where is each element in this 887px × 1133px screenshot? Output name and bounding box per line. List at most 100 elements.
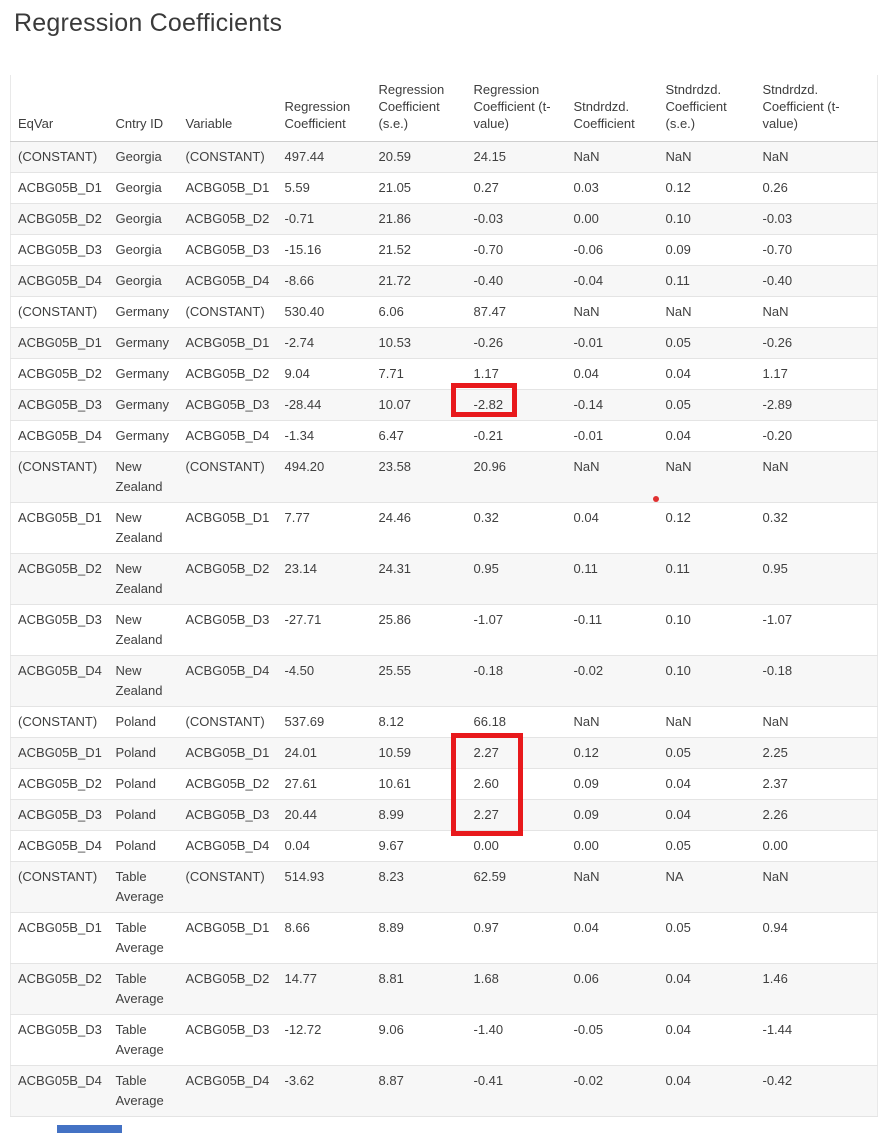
table-cell: 530.40 [277,296,372,328]
table-cell: 0.05 [658,737,756,769]
table-cell: ACBG05B_D4 [10,420,109,452]
table-cell: Georgia [108,172,179,204]
table-cell: (CONSTANT) [10,451,109,503]
table-cell: ACBG05B_D3 [10,799,109,831]
table-row: ACBG05B_D3 Table Average ACBG05B_D3 -12.72 9… [10,1014,878,1066]
table-cell: 0.04 [566,912,659,964]
table-cell: NaN [658,296,756,328]
table-row: ACBG05B_D4 Georgia ACBG05B_D4 -8.66 21.72 -0.… [10,265,878,297]
table-cell: ACBG05B_D3 [178,604,278,656]
table-row: ACBG05B_D2 New Zealand ACBG05B_D2 23.14 24.3… [10,553,878,605]
table-row: (CONSTANT) New Zealand (CONSTANT) 494.20 23.… [10,451,878,503]
table-row: ACBG05B_D1 Table Average ACBG05B_D1 8.66 8.8… [10,912,878,964]
table-cell: Germany [108,358,179,390]
table-cell: ACBG05B_D2 [10,768,109,800]
table-cell: 24.46 [371,502,467,554]
table-cell: 21.86 [371,203,467,235]
table-cell: -0.14 [566,389,659,421]
table-cell: ACBG05B_D3 [178,1014,278,1066]
table-cell: ACBG05B_D4 [10,265,109,297]
table-cell: 0.04 [658,768,756,800]
table-cell: (CONSTANT) [178,861,278,913]
column-header: Stndrdzd. Coefficient [566,75,659,142]
table-cell: ACBG05B_D4 [178,420,278,452]
table-cell: Poland [108,830,179,862]
table-cell: ACBG05B_D4 [10,655,109,707]
table-cell: -2.74 [277,327,372,359]
column-header: Regression Coefficient (s.e.) [371,75,467,142]
table-cell: New Zealand [108,451,179,503]
table-cell: -0.18 [466,655,567,707]
table-row: ACBG05B_D1 Georgia ACBG05B_D1 5.59 21.05 0.27… [10,172,878,204]
table-cell: NaN [755,706,878,738]
table-cell: 0.12 [658,172,756,204]
table-cell: 0.09 [566,768,659,800]
table-cell: 0.04 [566,502,659,554]
table-cell: -4.50 [277,655,372,707]
table-cell: Table Average [108,963,179,1015]
table-cell: 1.46 [755,963,878,1015]
column-header: EqVar [10,75,109,142]
table-cell: New Zealand [108,553,179,605]
table-cell: 25.86 [371,604,467,656]
table-cell: -0.20 [755,420,878,452]
table-cell: NaN [755,451,878,503]
table-cell: 87.47 [466,296,567,328]
table-cell: 8.23 [371,861,467,913]
table-row: ACBG05B_D2 Table Average ACBG05B_D2 14.77 8.… [10,963,878,1015]
table-cell: 23.14 [277,553,372,605]
table-cell: ACBG05B_D1 [10,912,109,964]
table-cell: 0.04 [658,1065,756,1117]
table-cell: NaN [566,141,659,173]
red-dot-annotation [653,496,659,502]
table-cell: -0.06 [566,234,659,266]
table-cell: Germany [108,420,179,452]
table-cell: Germany [108,296,179,328]
table-cell: 0.10 [658,604,756,656]
table-cell: Georgia [108,203,179,235]
table-cell: ACBG05B_D3 [10,389,109,421]
table-cell: 20.59 [371,141,467,173]
table-cell: New Zealand [108,502,179,554]
column-header: Regression Coefficient (t-value) [466,75,567,142]
table-cell: 2.37 [755,768,878,800]
table-cell: ACBG05B_D1 [10,737,109,769]
table-cell: 2.60 [466,768,567,800]
table-cell: 0.12 [658,502,756,554]
table-row: ACBG05B_D4 Germany ACBG05B_D4 -1.34 6.47 -0.2… [10,420,878,452]
table-row: ACBG05B_D1 Poland ACBG05B_D1 24.01 10.59 2.27… [10,737,878,769]
table-cell: Table Average [108,1065,179,1117]
table-cell: 6.06 [371,296,467,328]
table-row: ACBG05B_D3 New Zealand ACBG05B_D3 -27.71 25.… [10,604,878,656]
table-cell: Table Average [108,861,179,913]
table-cell: 0.05 [658,830,756,862]
header-row: EqVar Cntry ID Variable Regression Coeffici… [10,75,878,142]
highlight-box-germany-d3-tvalue [451,383,517,417]
table-cell: ACBG05B_D3 [10,234,109,266]
table-cell: 24.15 [466,141,567,173]
table-cell: (CONSTANT) [178,296,278,328]
table-cell: 0.00 [566,203,659,235]
table-cell: 0.04 [277,830,372,862]
table-cell: 0.11 [566,553,659,605]
table-cell: ACBG05B_D3 [178,389,278,421]
table-cell: -0.42 [755,1065,878,1117]
table-cell: 0.06 [566,963,659,1015]
table-cell: -0.21 [466,420,567,452]
table-cell: -0.40 [755,265,878,297]
table-cell: ACBG05B_D4 [10,830,109,862]
table-cell: -0.40 [466,265,567,297]
table-cell: ACBG05B_D2 [10,553,109,605]
table-cell: NaN [755,861,878,913]
table-cell: 0.94 [755,912,878,964]
table-cell: Poland [108,768,179,800]
table-cell: 0.05 [658,327,756,359]
table-cell: 0.95 [466,553,567,605]
table-cell: -0.71 [277,203,372,235]
table-cell: ACBG05B_D1 [178,912,278,964]
table-cell: -28.44 [277,389,372,421]
table-cell: 0.12 [566,737,659,769]
table-cell: -0.04 [566,265,659,297]
table-cell: -0.05 [566,1014,659,1066]
table-cell: -0.03 [755,203,878,235]
